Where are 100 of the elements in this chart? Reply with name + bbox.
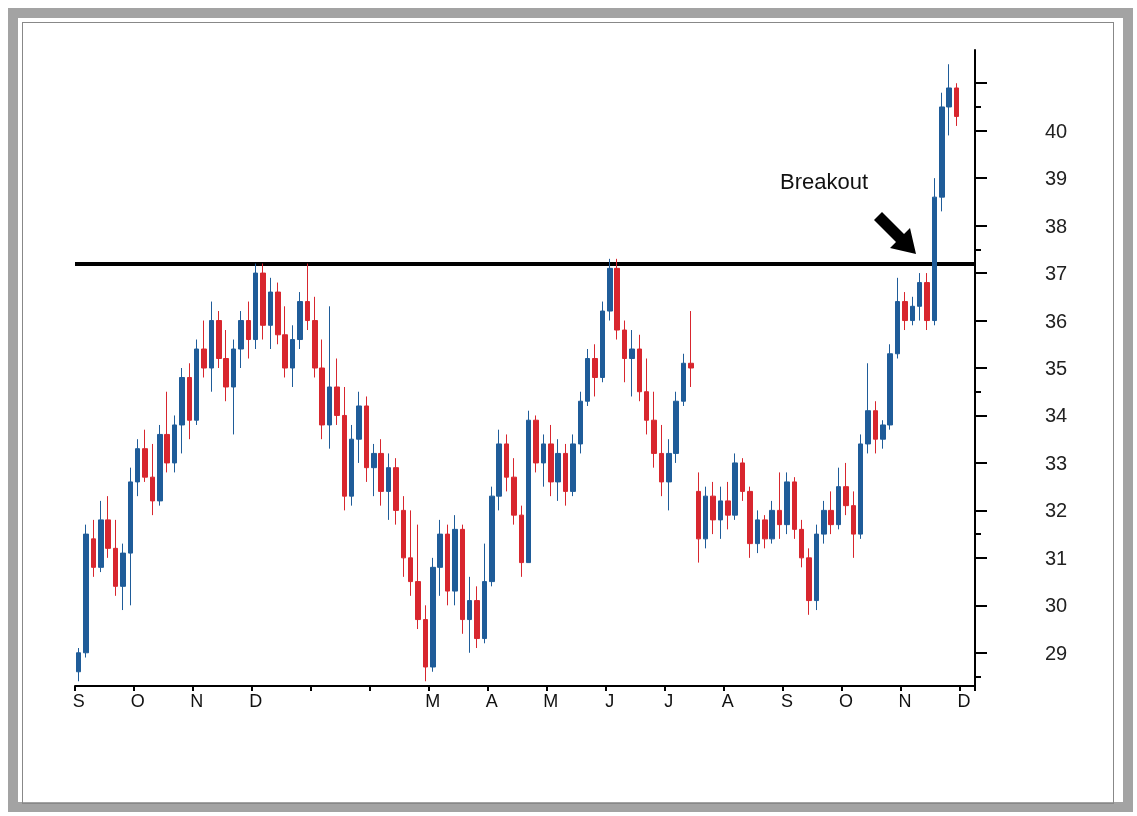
candlestick	[415, 524, 421, 630]
y-tick-label: 37	[1045, 262, 1068, 285]
candlestick	[769, 500, 775, 545]
candlestick	[253, 263, 258, 350]
annotation: Breakout	[780, 168, 869, 194]
candlestick	[710, 481, 716, 535]
y-tick-label: 33	[1045, 451, 1068, 474]
candlestick	[157, 424, 163, 507]
candlestick	[342, 386, 347, 511]
candlestick	[696, 471, 701, 564]
candlestick	[651, 391, 657, 469]
candlestick	[747, 486, 753, 559]
candlestick	[150, 443, 155, 516]
candlestick	[105, 495, 111, 559]
candlestick	[172, 414, 177, 473]
candlestick	[777, 471, 782, 540]
candlestick	[393, 457, 399, 526]
candlestick	[378, 438, 384, 507]
y-tick-label: 29	[1045, 641, 1068, 664]
candlestick	[548, 424, 554, 497]
x-tick-label: A	[485, 691, 498, 711]
candlestick	[268, 277, 273, 350]
candlestick	[297, 291, 303, 350]
candlestick	[526, 410, 531, 564]
x-tick-label: D	[957, 691, 971, 711]
candlestick	[164, 391, 170, 473]
candlestick	[792, 476, 797, 540]
y-tick-label: 31	[1045, 546, 1068, 569]
candlestick	[910, 296, 915, 326]
candlestick	[201, 320, 207, 378]
candlestick	[187, 362, 192, 440]
candlestick	[895, 277, 900, 360]
x-tick-label: M	[543, 691, 559, 711]
candlestick	[600, 301, 605, 383]
candlestick	[858, 433, 863, 540]
candlestick	[688, 310, 694, 388]
candlestick	[924, 272, 930, 331]
y-tick-label: 40	[1045, 119, 1068, 142]
candlestick	[732, 452, 738, 521]
x-tick-label: J	[605, 691, 615, 711]
candlestick	[128, 467, 133, 606]
candlestick	[371, 443, 377, 497]
x-tick-label: S	[72, 691, 85, 711]
candlestick	[799, 519, 804, 568]
y-tick-label: 39	[1045, 167, 1068, 190]
candlestick	[246, 301, 251, 360]
candlestick	[423, 604, 428, 682]
x-tick-label: S	[780, 691, 793, 711]
candlestick	[231, 339, 236, 435]
candlestick	[814, 524, 819, 611]
candlestick	[762, 514, 768, 549]
x-tick-label: J	[664, 691, 674, 711]
candlestick	[460, 524, 465, 635]
y-tick-label: 35	[1045, 357, 1068, 379]
candlestick	[238, 310, 244, 369]
candlestick	[408, 509, 413, 597]
candlestick	[179, 367, 185, 454]
candlestick	[607, 258, 613, 322]
candlestick	[386, 452, 391, 521]
candlestick	[784, 471, 790, 535]
candlestick	[364, 395, 369, 483]
candlestick	[445, 524, 450, 606]
candlestick	[622, 320, 627, 383]
candlestick	[474, 585, 480, 649]
candlestick	[305, 263, 310, 331]
candlestick	[327, 305, 332, 450]
candlestick	[585, 348, 590, 407]
candlestick	[541, 433, 546, 488]
candlestick	[142, 429, 148, 483]
candlestick	[555, 438, 561, 502]
candlestick	[334, 358, 340, 426]
candlestick	[703, 486, 708, 549]
candlestick	[482, 543, 487, 644]
y-tick-label: 30	[1045, 594, 1068, 617]
candlestick	[865, 362, 871, 454]
candlestick	[91, 519, 96, 578]
x-tick-label: N	[190, 691, 204, 711]
candlestick	[533, 414, 539, 473]
candlestick	[290, 324, 295, 388]
candlestick	[637, 334, 642, 402]
candlestick	[570, 433, 576, 497]
x-tick-label: O	[838, 691, 853, 711]
y-tick-label: 32	[1045, 499, 1068, 522]
candlestick	[260, 263, 266, 341]
candlestick	[755, 509, 760, 554]
y-tick-label: 34	[1045, 404, 1068, 427]
x-tick-label: A	[721, 691, 734, 711]
candlestick	[194, 339, 199, 426]
candlestick	[873, 400, 878, 454]
candlestick	[843, 462, 849, 516]
candlestick	[592, 343, 598, 397]
candlestick	[519, 505, 524, 578]
candlestick	[659, 424, 664, 497]
candlestick	[954, 82, 959, 127]
candlestick	[932, 177, 937, 326]
y-tick-label: 38	[1045, 214, 1068, 237]
candlestick	[644, 358, 649, 435]
candlestick	[356, 391, 362, 464]
candlestick	[467, 576, 472, 654]
candlestick	[614, 258, 620, 341]
